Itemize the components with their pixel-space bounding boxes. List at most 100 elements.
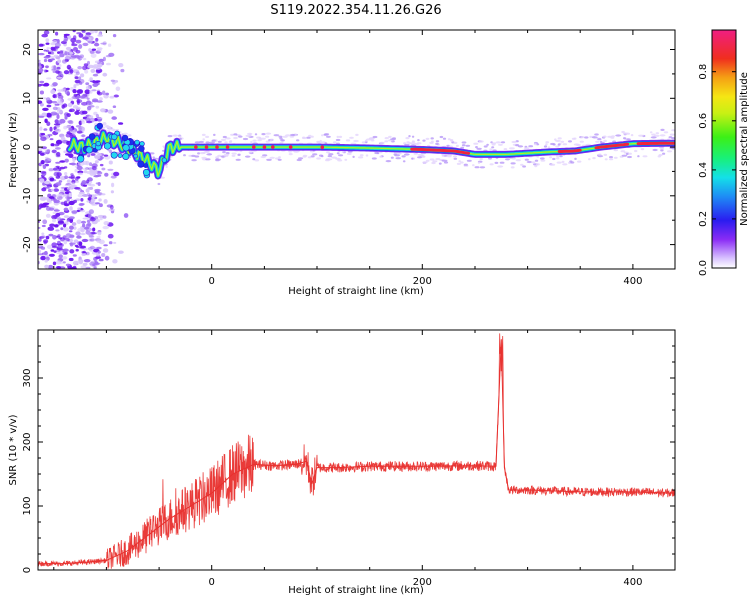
noise-speck [73,226,77,230]
noise-speck [63,166,68,169]
noise-speck [38,162,42,167]
colorbar-tick-label: 0.0 [698,260,709,276]
halo-speck [431,161,436,165]
noise-speck [54,143,60,147]
noise-speck [43,82,50,87]
halo-speck [417,153,423,156]
halo-speck [273,134,280,137]
halo-speck [230,133,235,136]
noise-speck [63,223,67,228]
noise-speck [67,196,72,199]
noise-speck [96,47,103,50]
halo-speck [615,134,622,137]
halo-speck [597,138,602,141]
halo-speck [545,143,548,146]
noise-speck [52,235,57,240]
noise-speck [97,34,103,37]
noise-speck [48,233,54,237]
halo-speck [505,158,510,161]
noise-speck [101,253,106,257]
halo-speck [190,154,196,157]
halo-speck [188,154,192,157]
noise-speck [99,97,103,101]
halo-speck [591,136,598,139]
halo-speck [494,161,499,164]
noise-speck [64,175,68,179]
halo-speck [365,154,369,157]
noise-speck [63,215,69,219]
noise-speck [55,70,60,74]
noise-speck [82,194,89,197]
noise-speck [69,242,76,245]
noise-speck [77,193,83,198]
noise-speck [97,250,101,254]
ridge-peak-segment [557,148,582,153]
noise-speck [39,80,45,84]
x-tick-label: 0 [209,577,215,588]
noise-speck [56,39,60,44]
noise-speck [89,30,95,34]
noise-speck [43,128,48,131]
halo-speck [604,158,608,161]
noise-speck [64,158,69,163]
noise-speck [56,76,63,79]
noise-speck [54,103,60,106]
halo-speck [327,155,332,158]
noise-speck [44,149,51,153]
halo-speck [247,132,253,135]
noise-speck [68,216,75,220]
halo-speck [326,158,333,161]
halo-speck [282,135,288,138]
halo-speck [589,135,593,138]
halo-speck [534,165,538,168]
turbulence-blob [85,146,93,154]
turbulence-blob [95,141,101,147]
y-tick-label: 10 [22,92,33,105]
halo-speck [248,151,253,154]
noise-speck [82,217,89,220]
halo-speck [651,133,656,136]
halo-speck [316,141,321,144]
noise-speck [41,232,45,236]
turbulence-blob [138,145,145,152]
noise-speck [98,239,105,245]
noise-speck [68,109,73,113]
noise-speck [81,134,85,138]
noise-speck [89,245,95,250]
noise-speck [57,92,62,97]
halo-speck [498,143,503,146]
noise-speck [44,251,48,255]
halo-speck [543,145,548,148]
noise-speck [78,244,83,249]
noise-speck [64,55,71,61]
noise-speck [42,164,47,169]
noise-speck [112,259,118,264]
halo-speck [365,138,372,141]
noise-speck [50,51,55,55]
halo-speck [429,158,435,161]
x-tick-label: 200 [413,276,432,287]
y-tick-label: -20 [22,236,33,252]
noise-speck [83,63,89,67]
halo-speck [191,159,197,162]
noise-speck [94,42,100,47]
halo-speck [425,159,430,162]
noise-speck [67,179,71,182]
noise-speck [113,171,120,177]
halo-speck [515,144,520,147]
halo-speck [594,133,599,136]
noise-speck [42,107,49,111]
noise-speck [65,46,72,51]
halo-speck [198,140,205,144]
noise-speck [81,127,86,132]
noise-speck [88,162,93,167]
noise-speck [40,235,46,238]
noise-speck [62,256,68,260]
turbulence-blob [88,133,96,140]
noise-speck [61,137,66,140]
halo-speck [463,163,468,166]
noise-speck [65,263,71,267]
noise-speck [78,33,84,38]
turbulence-blob [122,144,130,152]
noise-speck [54,119,59,124]
